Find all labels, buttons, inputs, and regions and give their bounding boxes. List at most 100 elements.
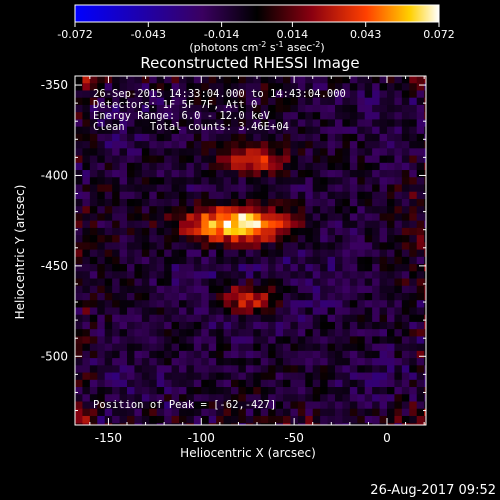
heatmap-cell [238, 242, 247, 251]
heatmap-cell [201, 112, 210, 120]
heatmap-cell [275, 365, 284, 374]
heatmap-cell [179, 408, 187, 417]
heatmap-cell [208, 83, 217, 91]
heatmap-cell [112, 97, 121, 106]
heatmap-cell [141, 394, 150, 402]
heatmap-cell [231, 350, 239, 359]
heatmap-cell [149, 264, 158, 272]
heatmap-cell [75, 401, 83, 410]
heatmap-cell [186, 177, 195, 185]
heatmap-cell [208, 408, 217, 417]
heatmap-cell [320, 379, 329, 388]
heatmap-cell [75, 321, 83, 330]
heatmap-cell [357, 358, 366, 366]
heatmap-cell [364, 365, 373, 374]
heatmap-cell [357, 249, 366, 258]
heatmap-cell [97, 198, 106, 207]
heatmap-cell [216, 126, 225, 135]
heatmap-cell [357, 220, 366, 229]
heatmap-cell [223, 235, 232, 243]
heatmap-cell [134, 148, 143, 157]
heatmap-cell [387, 321, 395, 330]
heatmap-cell [127, 155, 135, 164]
heatmap-cell [335, 97, 343, 106]
info-line-time: 26-Sep-2015 14:33:04.000 to 14:43:04.000 [93, 88, 346, 100]
heatmap-cell [186, 119, 195, 128]
heatmap-cell [387, 104, 395, 113]
heatmap-cell [275, 394, 284, 402]
heatmap-cell [179, 314, 187, 323]
heatmap-cell [186, 321, 195, 330]
heatmap-cell [201, 314, 210, 323]
heatmap-cell [409, 104, 418, 113]
heatmap-cell [253, 350, 262, 359]
heatmap-cell [401, 343, 410, 352]
heatmap-cell [394, 394, 403, 402]
heatmap-cell [394, 358, 403, 366]
heatmap-cell [394, 285, 403, 294]
heatmap-cell [141, 387, 150, 395]
heatmap-cell [364, 249, 373, 258]
heatmap-cell [305, 112, 314, 120]
heatmap-cell [112, 133, 121, 142]
heatmap-cell [394, 401, 403, 410]
heatmap-cell [179, 358, 187, 366]
heatmap-cell [208, 343, 217, 352]
heatmap-cell [297, 242, 306, 251]
heatmap-cell [245, 285, 254, 294]
heatmap-cell [349, 97, 358, 106]
heatmap-cell [179, 184, 187, 193]
heatmap-cell [104, 104, 113, 113]
heatmap-cell [387, 235, 395, 243]
heatmap-cell [327, 119, 336, 128]
heatmap-cell [401, 408, 410, 417]
heatmap-cell [312, 206, 321, 214]
heatmap-cell [424, 184, 426, 193]
heatmap-cell [127, 76, 135, 84]
heatmap-cell [305, 213, 314, 222]
heatmap-cell [335, 372, 343, 381]
heatmap-cell [141, 170, 150, 178]
heatmap-cell [216, 314, 225, 323]
heatmap-cell [424, 162, 426, 171]
heatmap-cell [82, 133, 91, 142]
heatmap-cell [275, 104, 284, 113]
heatmap-cell [171, 264, 180, 272]
heatmap-cell [171, 242, 180, 251]
heatmap-cell [260, 170, 269, 178]
heatmap-cell [364, 104, 373, 113]
heatmap-cell [82, 206, 91, 214]
heatmap-cell [186, 278, 195, 287]
heatmap-cell [297, 285, 306, 294]
heatmap-cell [335, 213, 343, 222]
heatmap-cell [290, 112, 299, 120]
heatmap-cell [305, 343, 314, 352]
heatmap-cell [372, 264, 381, 272]
heatmap-cell [231, 227, 239, 236]
heatmap-cell [201, 358, 210, 366]
heatmap-cell [312, 249, 321, 258]
heatmap-cell [379, 155, 388, 164]
heatmap-cell [416, 119, 425, 128]
heatmap-cell [387, 141, 395, 149]
heatmap-cell [372, 321, 381, 330]
heatmap-cell [119, 206, 128, 214]
heatmap-cell [349, 162, 358, 171]
heatmap-cell [156, 162, 165, 171]
heatmap-cell [305, 90, 314, 99]
heatmap-cell [186, 97, 195, 106]
heatmap-cell [327, 97, 336, 106]
heatmap-cell [305, 423, 314, 425]
heatmap-cell [424, 314, 426, 323]
heatmap-cell [409, 220, 418, 229]
heatmap-cell [216, 285, 225, 294]
heatmap-cell [253, 307, 262, 316]
heatmap-cell [268, 213, 277, 222]
heatmap-cell [134, 350, 143, 359]
heatmap-cell [97, 307, 106, 316]
heatmap-cell [186, 350, 195, 359]
heatmap-cell [238, 343, 247, 352]
heatmap-cell [104, 271, 113, 280]
heatmap-cell [372, 170, 381, 178]
heatmap-cell [208, 133, 217, 142]
